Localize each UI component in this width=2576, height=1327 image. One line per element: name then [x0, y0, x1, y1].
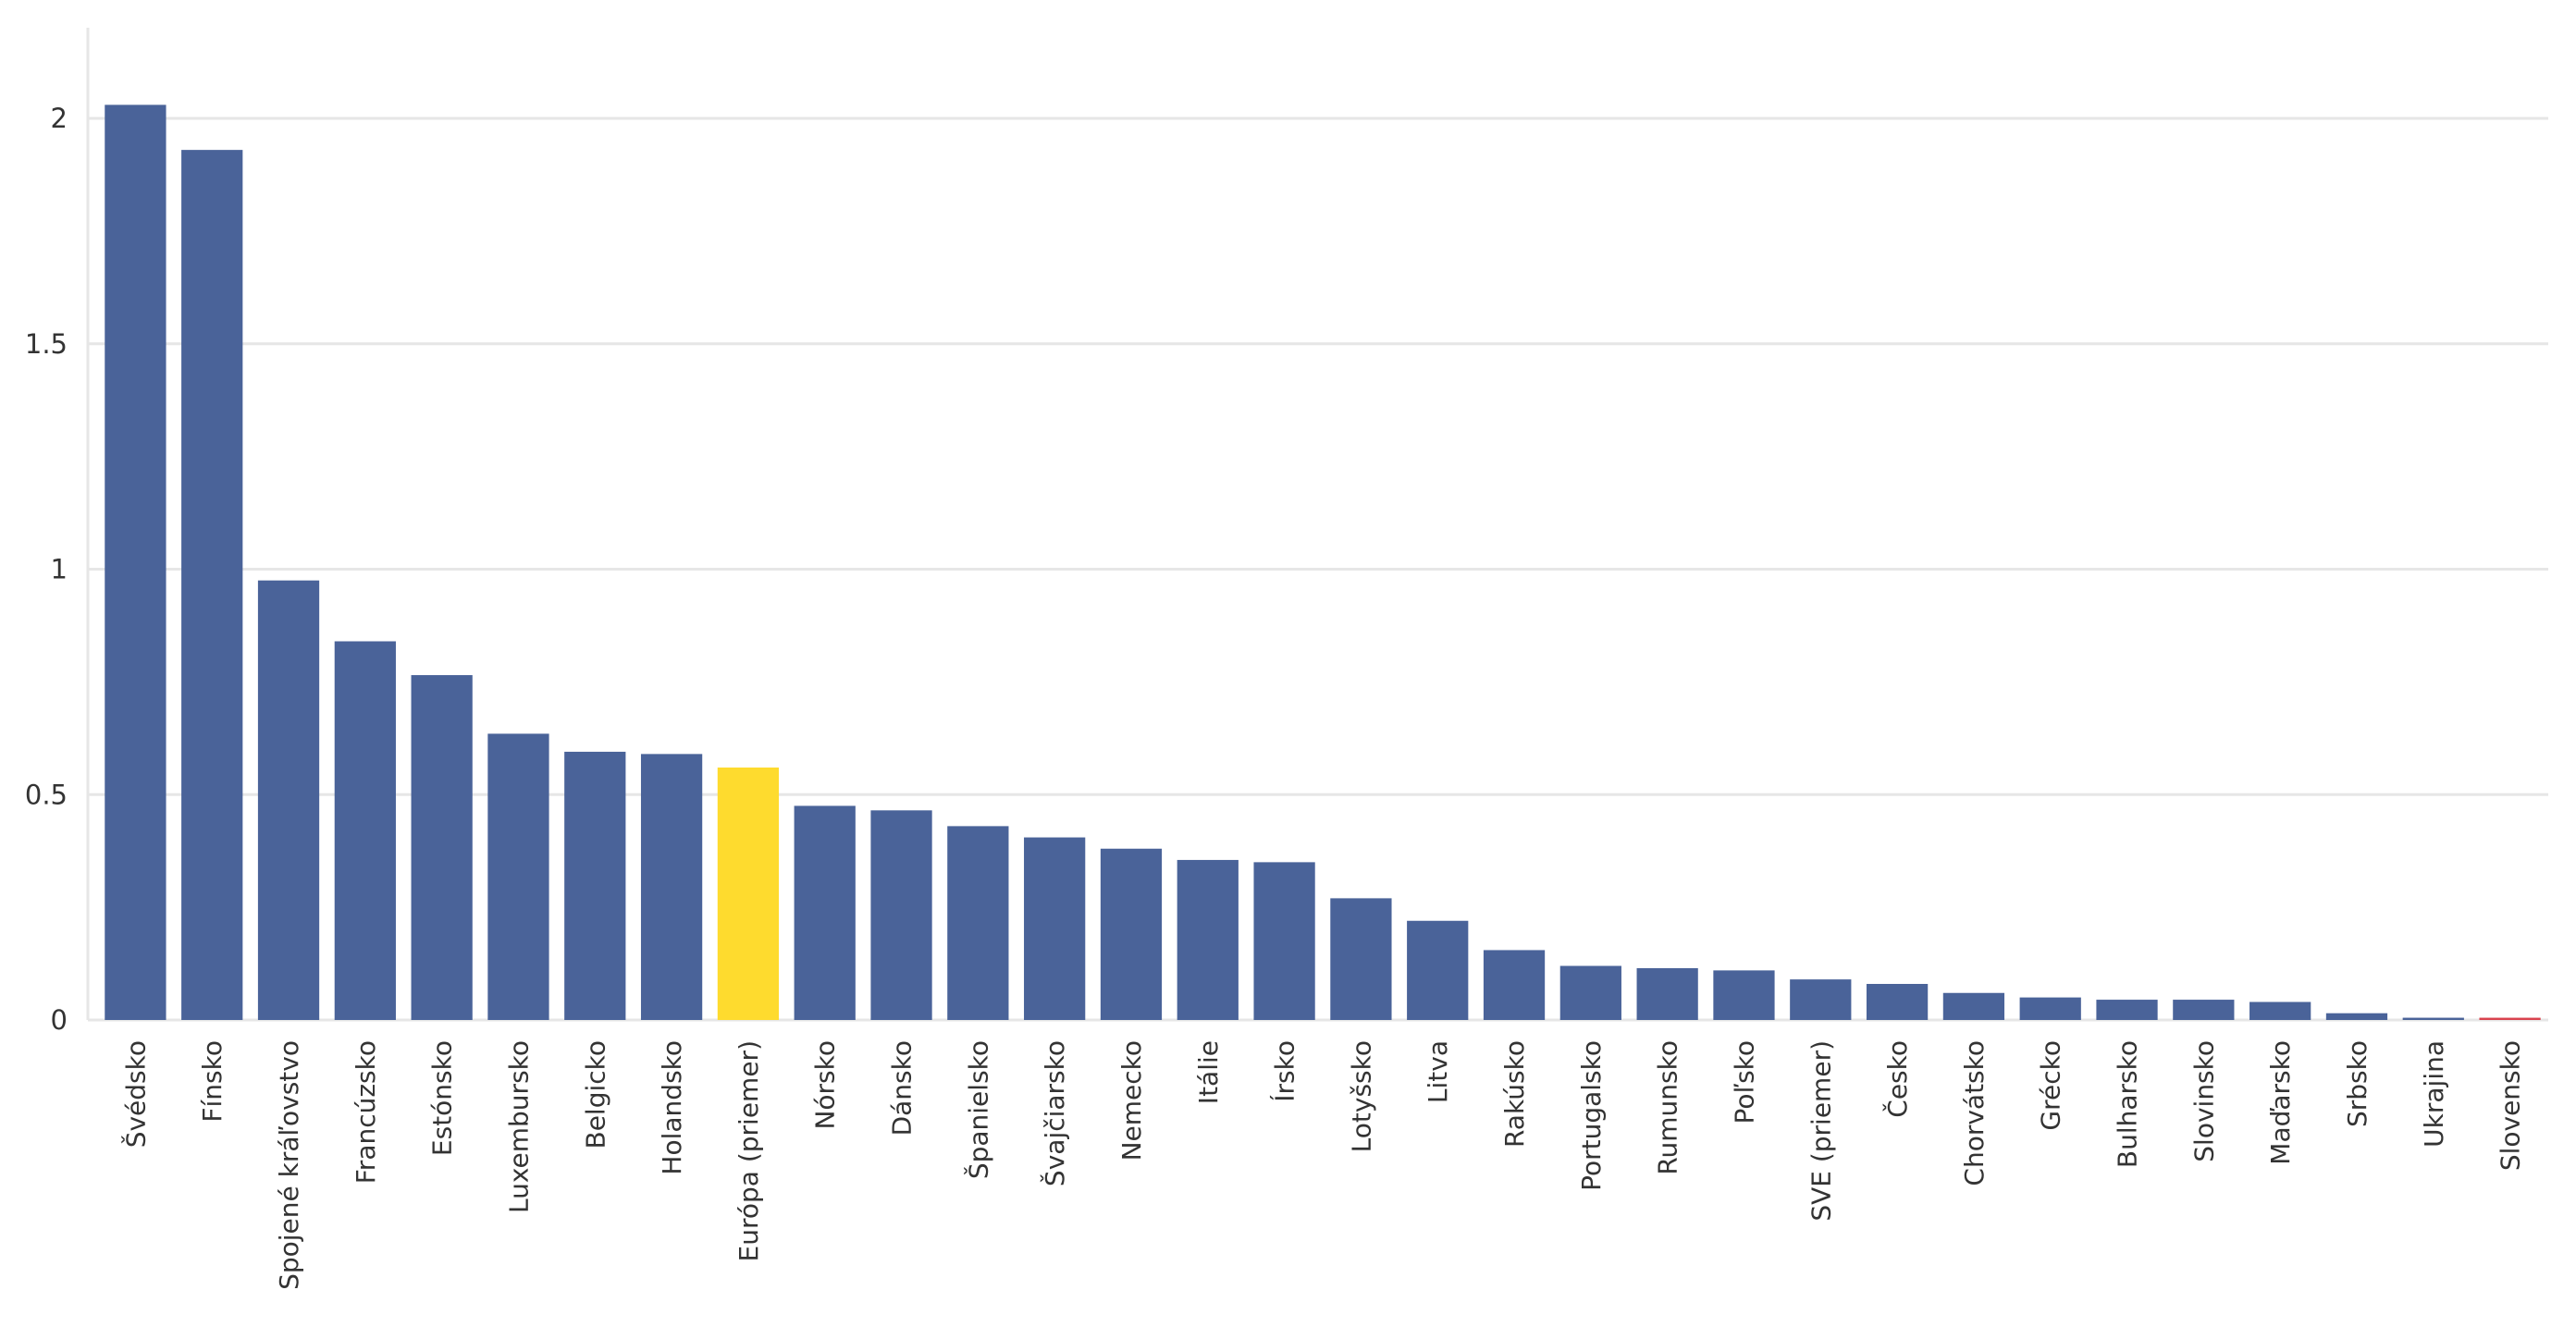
bar — [1177, 859, 1239, 1020]
bar — [1100, 848, 1163, 1020]
bar — [1790, 979, 1852, 1020]
x-tick-label: Nemecko — [1116, 1040, 1147, 1161]
x-tick-label: Estónsko — [427, 1040, 458, 1156]
bar — [257, 580, 320, 1020]
bar — [181, 150, 243, 1020]
bar — [411, 675, 473, 1020]
x-tick-label: Švajčiarsko — [1039, 1040, 1070, 1186]
bar — [2096, 1000, 2158, 1020]
bar — [1483, 950, 1546, 1020]
bar — [947, 826, 1009, 1020]
x-tick-label: Chorvátsko — [1959, 1040, 1990, 1186]
bar — [2325, 1013, 2388, 1020]
bars — [105, 104, 2541, 1020]
x-tick-label: Francúzsko — [351, 1040, 381, 1184]
x-tick-label: Ukrajina — [2419, 1040, 2449, 1148]
x-tick-label: Bulharsko — [2113, 1040, 2143, 1168]
bar — [487, 733, 549, 1020]
bar — [1024, 837, 1086, 1020]
x-tick-label: Fínsko — [197, 1040, 228, 1123]
x-tick-label: Česko — [1881, 1040, 1913, 1118]
bar — [1866, 984, 1929, 1020]
bar — [564, 751, 626, 1020]
y-tick-label: 0.5 — [25, 779, 68, 810]
bar — [1407, 920, 1469, 1020]
x-tick-label: Nórsko — [810, 1040, 841, 1130]
x-tick-label: Spojené kráľovstvo — [274, 1040, 304, 1290]
x-tick-label: Grécko — [2036, 1040, 2066, 1131]
x-tick-label: Belgicko — [580, 1040, 610, 1149]
y-tick-label: 0 — [51, 1004, 68, 1036]
x-axis-labels: Švédsko Fínsko Spojené kráľovstvo Francúzsk… — [119, 1040, 2525, 1290]
x-tick-label: SVE (priemer) — [1806, 1040, 1836, 1222]
x-tick-label: Portugalsko — [1576, 1040, 1607, 1191]
y-tick-label: 1.5 — [25, 328, 68, 360]
bar — [1713, 970, 1775, 1020]
x-tick-label: Srbsko — [2342, 1040, 2373, 1127]
y-axis-ticks: 0 0.5 1 1.5 2 — [25, 103, 68, 1036]
x-tick-label: Luxembursko — [503, 1040, 534, 1213]
x-tick-label: Rakúsko — [1499, 1040, 1530, 1148]
x-tick-label: Rumunsko — [1653, 1040, 1683, 1175]
bar — [2019, 997, 2081, 1020]
bar — [1636, 967, 1698, 1020]
bar — [1942, 992, 2005, 1020]
bar — [1559, 965, 1621, 1020]
x-tick-label: Írsko — [1269, 1040, 1300, 1102]
bar — [105, 104, 166, 1020]
bar — [2402, 1017, 2464, 1020]
bar — [1330, 898, 1392, 1020]
x-tick-label: Švédsko — [119, 1040, 151, 1148]
bar — [2249, 1001, 2311, 1020]
x-tick-label: Poľsko — [1729, 1040, 1759, 1124]
bar — [1253, 862, 1315, 1020]
bar — [794, 805, 856, 1020]
bar — [2173, 1000, 2235, 1020]
x-tick-label: Litva — [1423, 1040, 1453, 1103]
x-tick-label: Lotyšsko — [1346, 1040, 1376, 1152]
x-tick-label: Maďarsko — [2265, 1040, 2296, 1165]
x-tick-label: Európa (priemer) — [733, 1040, 764, 1261]
x-tick-label: Slovinsko — [2188, 1040, 2219, 1162]
x-tick-label: Holandsko — [657, 1040, 687, 1175]
x-tick-label: Dánsko — [887, 1040, 918, 1136]
x-tick-label: Itálie — [1193, 1040, 1224, 1104]
y-tick-label: 2 — [51, 103, 68, 134]
y-tick-label: 1 — [51, 554, 68, 585]
bar — [717, 768, 780, 1020]
bar — [2479, 1017, 2541, 1020]
x-tick-label: Slovensko — [2496, 1040, 2526, 1171]
bar — [640, 754, 703, 1020]
bar — [870, 810, 932, 1020]
bar — [334, 641, 396, 1020]
x-tick-label: Španielsko — [962, 1040, 993, 1179]
